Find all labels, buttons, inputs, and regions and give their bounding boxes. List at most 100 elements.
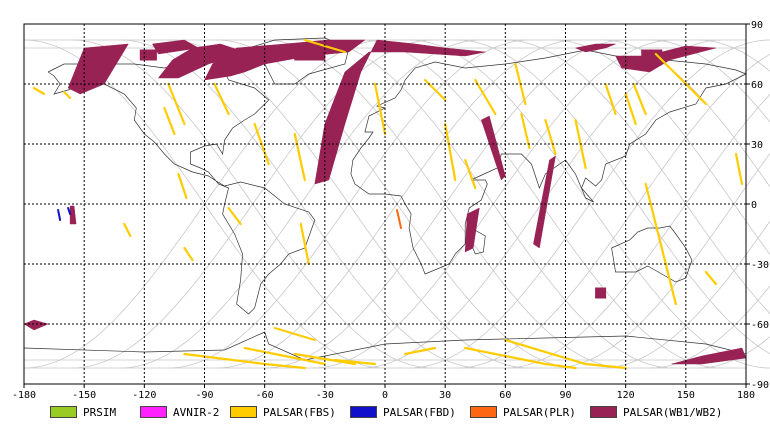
fbs-track xyxy=(734,152,744,186)
legend-label-palsar-plr: PALSAR(PLR) xyxy=(503,405,576,419)
x-tick-label: 90 xyxy=(559,390,571,401)
x-tick-label: 150 xyxy=(677,390,695,401)
fbs-track xyxy=(474,78,497,116)
wb-swath xyxy=(23,319,49,331)
y-tick-label: 90 xyxy=(751,20,763,31)
legend-swatch-prsim xyxy=(50,406,77,418)
fbs-track xyxy=(424,78,447,102)
fbs-track xyxy=(299,222,310,266)
wb-swath xyxy=(671,347,747,365)
fbs-track xyxy=(404,346,437,356)
x-tick-label: -120 xyxy=(132,390,156,401)
coastline xyxy=(350,49,747,275)
fbs-track xyxy=(243,346,326,366)
legend-swatch-palsar-plr xyxy=(470,406,497,418)
fbs-track xyxy=(520,112,531,150)
lat-lon-grid xyxy=(24,24,746,384)
legend-item-avnir2: AVNIR-2 xyxy=(140,401,219,423)
legend-label-prsim: PRSIM xyxy=(83,405,117,419)
fbs-track xyxy=(604,82,617,116)
legend-swatch-palsar-wb xyxy=(590,406,617,418)
x-tick-label: -90 xyxy=(195,390,213,401)
x-tick-label: 60 xyxy=(499,390,511,401)
fbs-track xyxy=(644,182,677,306)
legend-swatch-palsar-fbs xyxy=(230,406,257,418)
fbs-track xyxy=(632,82,647,116)
legend-label-palsar-wb: PALSAR(WB1/WB2) xyxy=(623,405,723,419)
fbs-track xyxy=(293,132,306,182)
legend-swatch-avnir2 xyxy=(140,406,167,418)
orbit-track xyxy=(649,39,770,123)
fbs-track xyxy=(123,222,132,238)
x-axis-ticks: -180 -150 -120 -90 -60 -30 0 30 60 90 120 150 180 xyxy=(12,384,755,401)
fbs-track xyxy=(464,346,577,370)
fbs-track xyxy=(373,82,387,136)
y-tick-label: 60 xyxy=(751,80,763,91)
wb-swath xyxy=(595,287,607,299)
legend-label-avnir2: AVNIR-2 xyxy=(173,405,220,419)
fbs-track xyxy=(504,338,627,370)
fbd-track xyxy=(67,207,72,215)
palsar-plr-tracks xyxy=(396,209,402,229)
legend: PRSIM AVNIR-2 PALSAR(FBS) PALSAR(FBD) PA… xyxy=(0,401,770,423)
y-tick-label: -30 xyxy=(751,260,769,271)
orbit-track xyxy=(697,39,770,72)
fbs-track xyxy=(183,246,194,262)
fbs-track xyxy=(32,86,46,96)
orbit-track xyxy=(697,336,770,369)
orbit-track xyxy=(649,285,770,369)
legend-label-palsar-fbd: PALSAR(FBD) xyxy=(383,405,456,419)
x-tick-label: -180 xyxy=(12,390,36,401)
wb-swath xyxy=(641,49,663,61)
palsar-fbd-tracks xyxy=(57,207,72,221)
legend-item-palsar-plr: PALSAR(PLR) xyxy=(470,401,576,423)
fbd-track xyxy=(57,209,62,221)
wb-swath xyxy=(294,47,326,61)
fbs-track xyxy=(444,122,457,182)
plr-track xyxy=(396,209,402,229)
coastline xyxy=(611,225,693,283)
x-tick-label: -150 xyxy=(72,390,96,401)
orbit-track xyxy=(601,220,770,369)
fbs-track xyxy=(163,106,176,136)
wb-swath xyxy=(533,155,556,249)
legend-item-palsar-fbs: PALSAR(FBS) xyxy=(230,401,336,423)
x-tick-label: 30 xyxy=(439,390,451,401)
x-tick-label: 120 xyxy=(617,390,635,401)
y-axis-ticks: 90 60 30 0 -30 -60 -90 xyxy=(746,20,769,391)
fbs-track xyxy=(167,82,186,126)
x-tick-label: -30 xyxy=(316,390,334,401)
legend-item-palsar-wb: PALSAR(WB1/WB2) xyxy=(590,401,722,423)
fbs-track xyxy=(624,92,637,126)
fbs-track xyxy=(213,82,230,116)
x-tick-label: -60 xyxy=(256,390,274,401)
legend-item-palsar-fbd: PALSAR(FBD) xyxy=(350,401,456,423)
fbs-track xyxy=(704,270,718,286)
wb-swath xyxy=(480,115,506,181)
wb-swath xyxy=(139,49,157,61)
fbs-track xyxy=(464,158,477,190)
fbs-track xyxy=(227,206,242,226)
fbs-track xyxy=(62,90,72,100)
fbs-track xyxy=(333,358,377,366)
x-tick-label: 0 xyxy=(382,390,388,401)
coastline xyxy=(47,59,316,315)
coastline xyxy=(23,331,747,361)
fbs-track xyxy=(654,52,708,106)
fbs-track xyxy=(177,172,188,200)
wb-swath xyxy=(574,43,616,53)
y-tick-label: 30 xyxy=(751,140,763,151)
x-tick-label: 180 xyxy=(737,390,755,401)
legend-label-palsar-fbs: PALSAR(FBS) xyxy=(263,405,336,419)
legend-swatch-palsar-fbd xyxy=(350,406,377,418)
fbs-track xyxy=(273,326,316,342)
fbs-track xyxy=(293,352,356,366)
legend-item-prsim: PRSIM xyxy=(50,401,116,423)
y-tick-label: -90 xyxy=(751,380,769,391)
wb-swath xyxy=(157,43,246,79)
fbs-track xyxy=(544,118,557,156)
wb-swath xyxy=(314,39,486,185)
y-tick-label: 0 xyxy=(751,200,757,211)
wb-swath xyxy=(67,43,129,95)
